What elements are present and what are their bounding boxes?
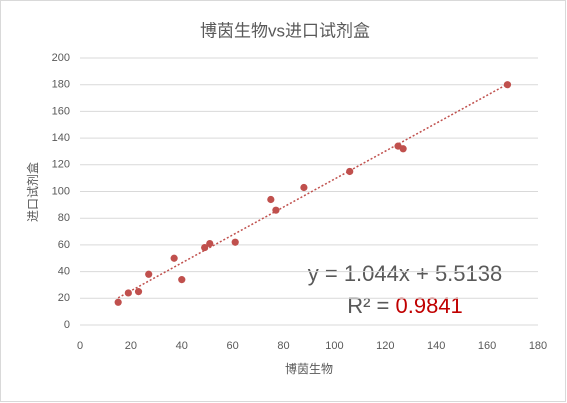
point [399,145,407,153]
point [178,276,186,284]
r-squared: R² = 0.9841 [347,293,463,318]
r-squared-label: R² = [347,293,395,318]
y-axis-title: 进口试剂盒 [25,162,40,222]
chart-title: 博茵生物vs进口试剂盒 [200,21,370,40]
point [346,167,354,176]
point [206,239,214,248]
point [267,195,275,204]
x-tick-label: 180 [529,340,547,352]
x-tick-label: 60 [227,340,239,352]
y-tick-label: 0 [64,319,70,331]
y-tick-label: 200 [52,52,70,64]
point [124,289,132,297]
y-tick-label: 20 [58,292,70,304]
x-tick-label: 80 [277,340,289,352]
x-tick-label: 100 [325,340,343,352]
point [201,243,209,252]
x-tick-label: 160 [478,340,496,352]
point [231,238,239,246]
point [114,298,122,306]
x-tick-label: 40 [176,340,188,352]
y-tick-label: 120 [52,159,70,171]
y-tick-label: 40 [58,266,70,278]
r-squared-value: 0.9841 [396,293,463,318]
point [170,254,178,262]
x-tick-label: 140 [427,340,445,352]
y-tick-label: 80 [58,212,70,224]
y-tick-label: 140 [52,132,70,144]
x-axis-title: 博茵生物 [285,361,333,376]
y-tick-label: 60 [58,239,70,251]
point [300,183,308,192]
x-tick-label: 120 [376,340,394,352]
point [145,270,153,278]
y-tick-label: 100 [52,185,70,197]
trendline-equation: y = 1.044x + 5.5138 [308,261,503,286]
x-tick-label: 20 [125,340,137,352]
point [503,81,512,89]
y-tick-label: 180 [52,79,70,91]
point [272,206,280,214]
y-tick-label: 160 [52,105,70,117]
point [134,288,143,296]
x-tick-label: 0 [77,340,83,352]
